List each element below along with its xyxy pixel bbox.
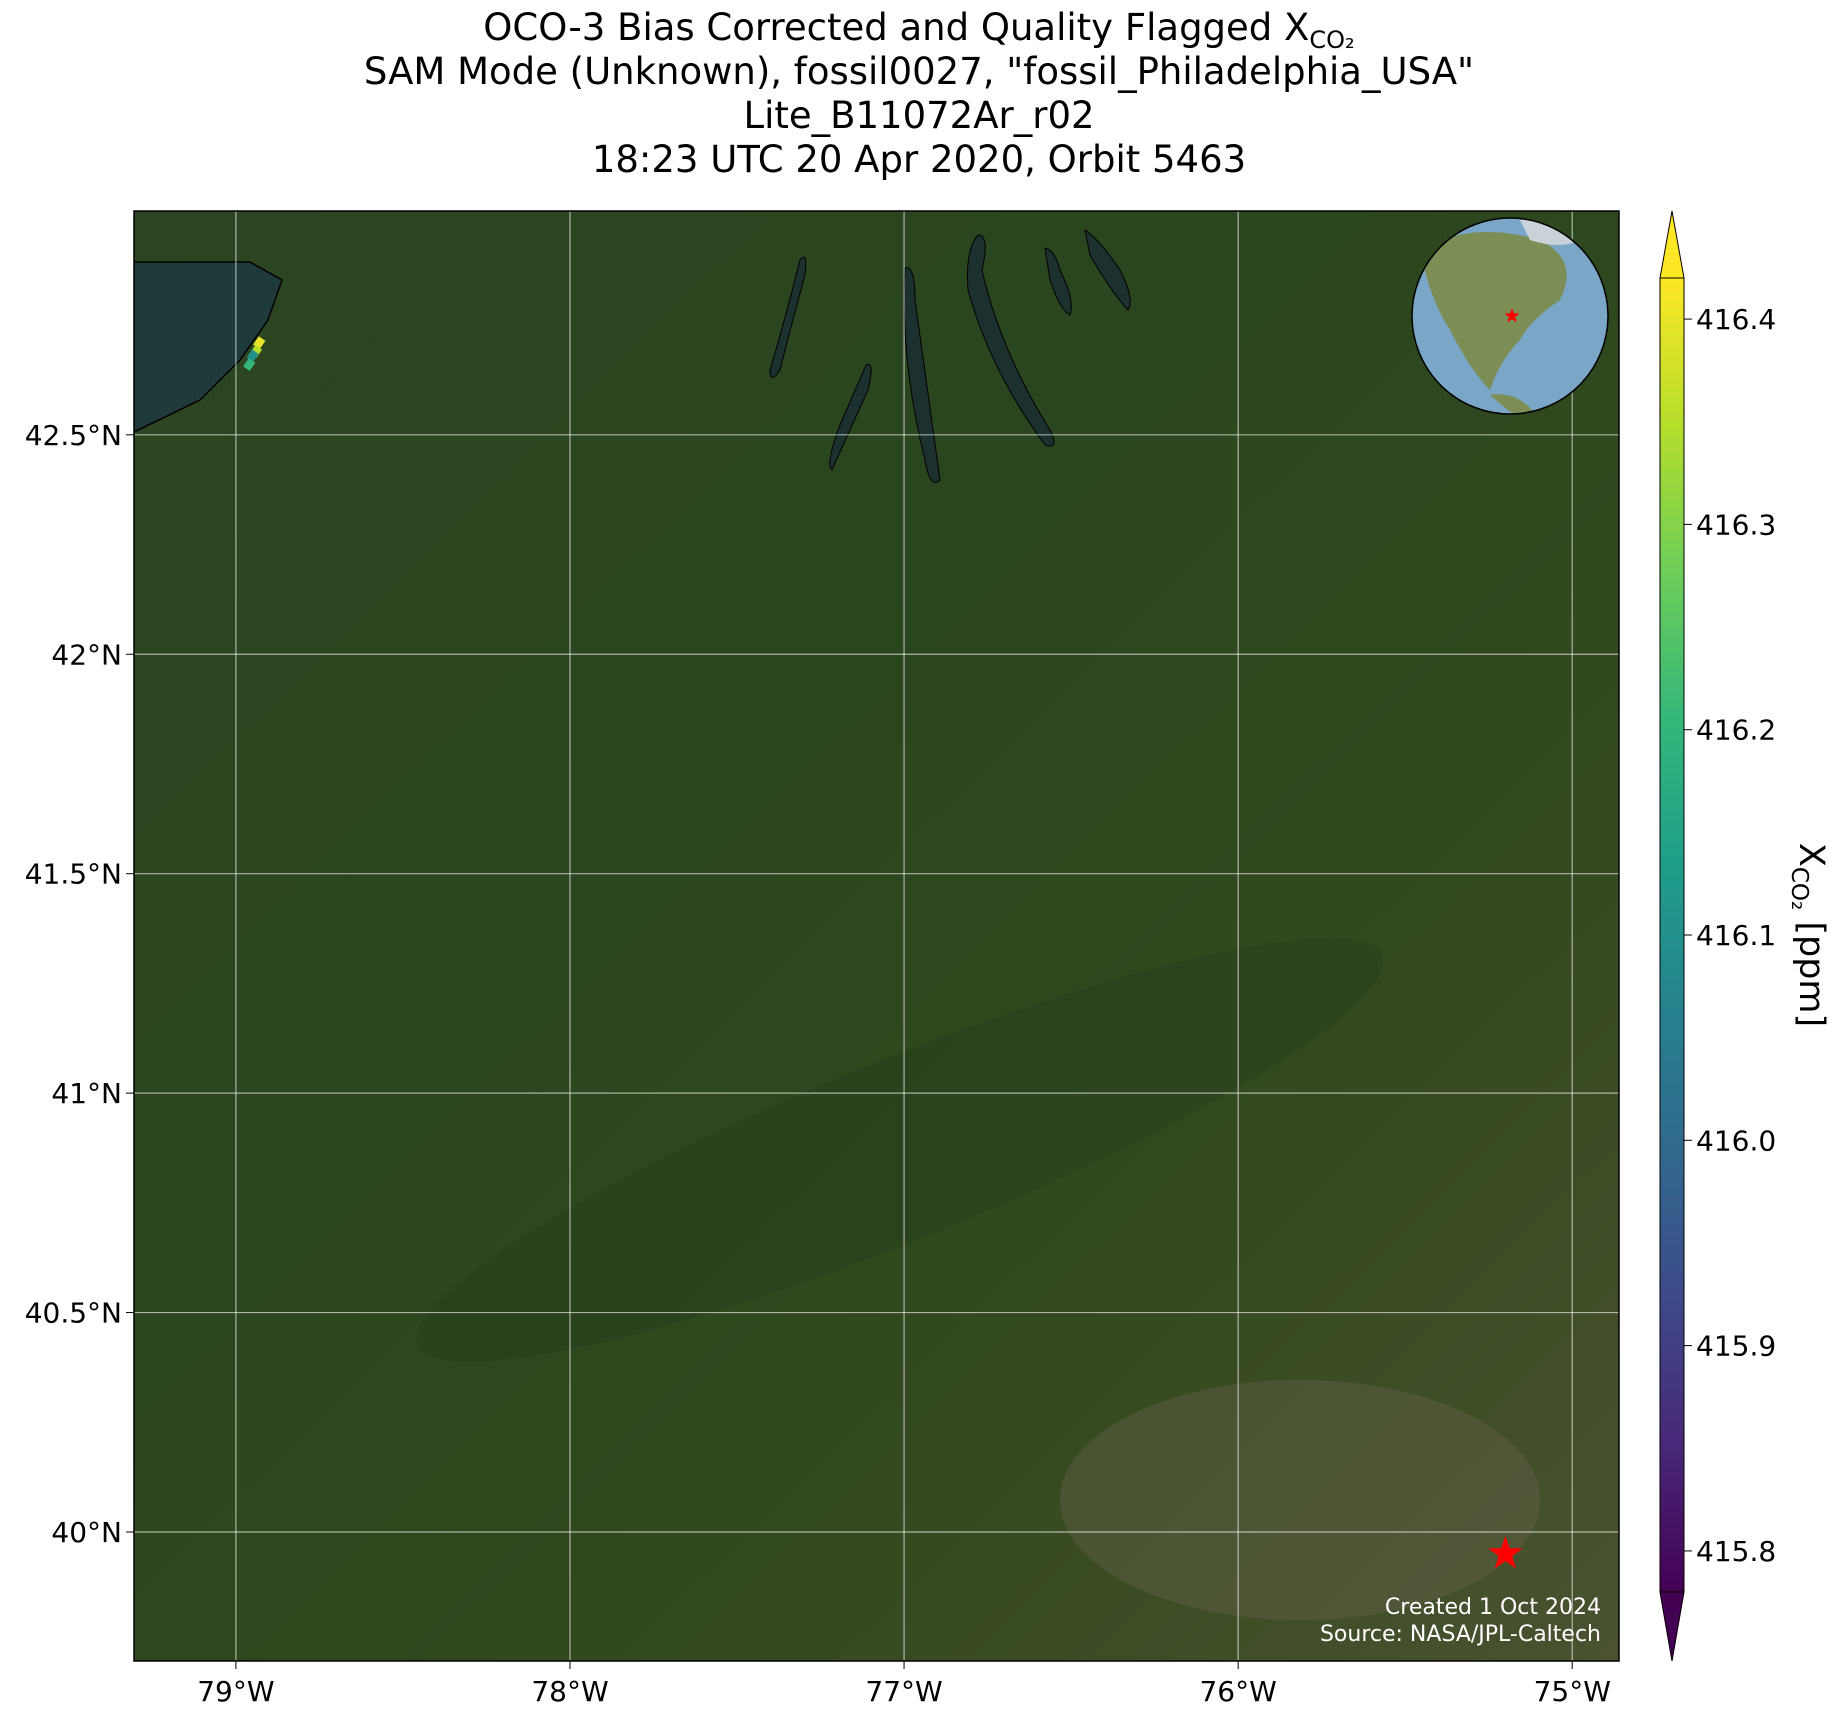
- annotation: Source: NASA/JPL-Caltech: [1320, 1622, 1601, 1647]
- y-tick-label: 41.5°N: [25, 858, 122, 891]
- colorbar-tick-label: 416.1: [1696, 919, 1776, 952]
- x-tick-label: 79°W: [197, 1675, 274, 1708]
- x-tick-label: 78°W: [531, 1675, 608, 1708]
- colorbar-extend-bottom: [1659, 1591, 1685, 1662]
- colorbar-tick-label: 415.9: [1696, 1330, 1776, 1363]
- y-tick-label: 42°N: [51, 638, 122, 671]
- colorbar-label-sub: CO₂: [1786, 867, 1812, 910]
- title-subscript: CO₂: [1309, 26, 1354, 54]
- colorbar-extend-top: [1659, 210, 1685, 279]
- globe-site-marker: [1504, 308, 1520, 323]
- y-tick-label: 42.5°N: [25, 419, 122, 452]
- annotation: Created 1 Oct 2024: [1385, 1595, 1601, 1620]
- colorbar-label-text: X: [1791, 843, 1831, 867]
- title: OCO-3 Bias Corrected and Quality Flagged…: [364, 6, 1474, 181]
- x-tick-label: 77°W: [865, 1675, 942, 1708]
- title-text: SAM Mode (Unknown), fossil0027, "fossil_…: [364, 50, 1474, 93]
- colorbar-label: XCO₂ [ppm]: [1786, 843, 1831, 1027]
- y-tick-label: 41°N: [51, 1077, 122, 1110]
- colorbar-tick-label: 416.2: [1696, 714, 1776, 747]
- colorbar-tick-label: 416.4: [1696, 303, 1776, 336]
- x-tick-label: 76°W: [1199, 1675, 1276, 1708]
- colorbar-label-unit: [ppm]: [1791, 910, 1831, 1027]
- title-line: Lite_B11072Ar_r02: [743, 94, 1094, 137]
- title-text: Lite_B11072Ar_r02: [743, 94, 1094, 137]
- title-line: OCO-3 Bias Corrected and Quality Flagged…: [483, 6, 1354, 54]
- map-frame: [133, 210, 1620, 1662]
- basemap: [134, 211, 1619, 1661]
- colorbar-tick-label: 416.0: [1696, 1124, 1776, 1157]
- x-tick-label: 75°W: [1534, 1675, 1611, 1708]
- title-line: SAM Mode (Unknown), fossil0027, "fossil_…: [364, 50, 1474, 93]
- title-line: 18:23 UTC 20 Apr 2020, Orbit 5463: [592, 138, 1246, 181]
- title-text: OCO-3 Bias Corrected and Quality Flagged…: [483, 6, 1309, 49]
- colorbar-tick-label: 415.8: [1696, 1535, 1776, 1568]
- site-marker: [1488, 1535, 1523, 1569]
- sounding: [243, 358, 256, 371]
- title-text: 18:23 UTC 20 Apr 2020, Orbit 5463: [592, 138, 1246, 181]
- colorbar-tick-label: 416.3: [1696, 508, 1776, 541]
- colorbar: [1660, 278, 1684, 1592]
- y-tick-label: 40°N: [51, 1516, 122, 1549]
- y-tick-label: 40.5°N: [25, 1297, 122, 1330]
